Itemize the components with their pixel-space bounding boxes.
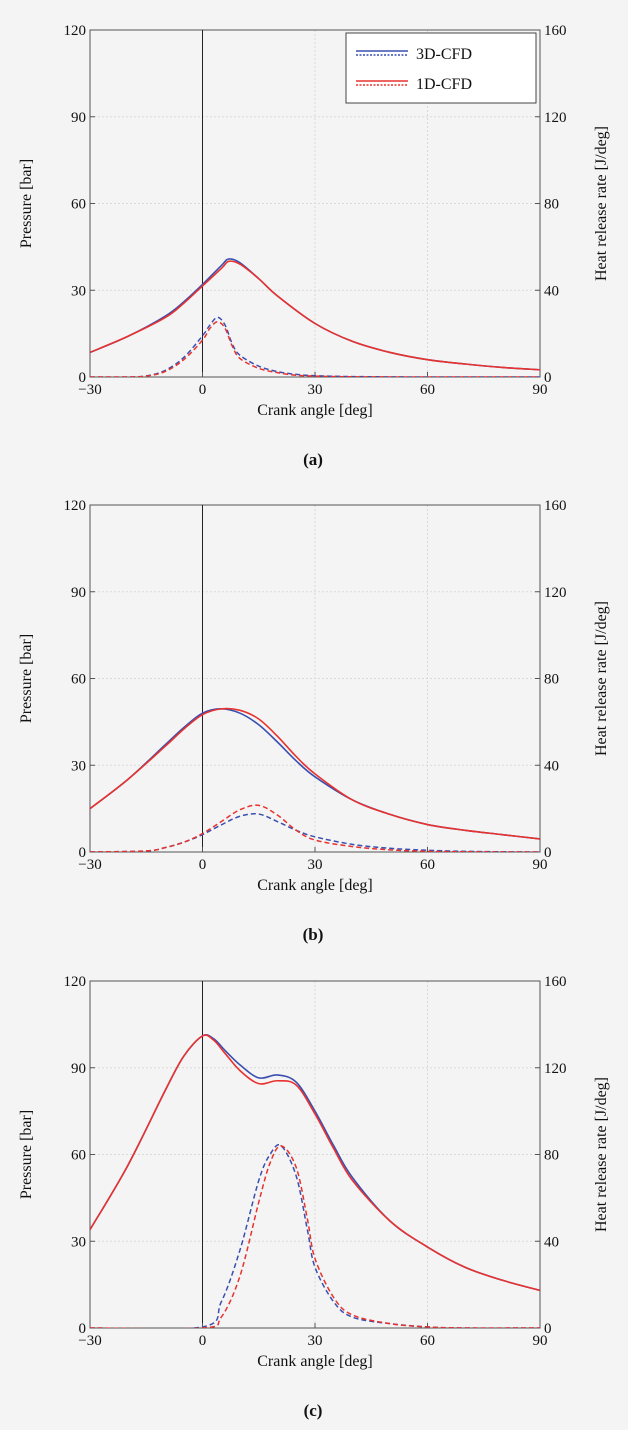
y2-tick-label: 40 [544,1234,559,1250]
y-tick-label: 0 [79,370,87,386]
1d-cfd-pressure-line [90,707,540,840]
y-tick-label: 120 [64,23,87,39]
x-tick-label: 0 [199,1333,207,1349]
x-tick-label: 30 [308,382,323,398]
legend: 3D-CFD 1D-CFD [345,32,537,104]
x-tick-label: 90 [533,382,548,398]
x-tick-label: 30 [308,857,323,873]
x-tick-label: −30 [78,857,101,873]
y2-tick-label: 40 [544,283,559,299]
y-tick-label: 60 [71,197,86,213]
y2-tick-label: 120 [544,1061,567,1077]
y-tick-label: 30 [71,283,86,299]
y-axis-label: Pressure [bar] [18,634,35,723]
y-tick-label: 120 [64,498,87,514]
x-tick-label: 0 [199,857,207,873]
y2-tick-label: 120 [544,110,567,126]
1d-cfd-hrr-line [90,804,540,852]
x-tick-label: 90 [533,857,548,873]
y2-tick-label: 80 [544,197,559,213]
x-axis-label: Crank angle [deg] [257,402,373,419]
x-tick-label: −30 [78,382,101,398]
y-tick-label: 30 [71,758,86,774]
y2-tick-label: 160 [544,23,567,39]
y-tick-label: 0 [79,845,87,861]
y-tick-label: 30 [71,1234,86,1250]
panel-label: (b) [303,925,324,944]
x-tick-label: −30 [78,1333,101,1349]
y2-tick-label: 40 [544,758,559,774]
1d-cfd-hrr-line [90,1145,540,1328]
y-tick-label: 0 [79,1321,87,1337]
y-tick-label: 90 [71,585,86,601]
y-tick-label: 90 [71,110,86,126]
y-tick-label: 60 [71,672,86,688]
panel-label: (a) [303,450,323,469]
legend-entry-label: 3D-CFD [416,46,472,63]
x-tick-label: 60 [420,857,435,873]
y-tick-label: 120 [64,974,87,990]
y2-tick-label: 80 [544,1148,559,1164]
y-axis-label: Pressure [bar] [18,1110,35,1199]
y2-tick-label: 160 [544,498,567,514]
legend-entry-label: 1D-CFD [416,76,472,93]
y-axis-label: Pressure [bar] [18,159,35,248]
x-axis-label: Crank angle [deg] [257,1353,373,1370]
y-tick-label: 60 [71,1148,86,1164]
y2-axis-label: Heat release rate [J/deg] [593,126,610,281]
1d-cfd-hrr-line [90,320,540,377]
legend-box [345,32,537,104]
y2-tick-label: 0 [544,370,552,386]
x-tick-label: 30 [308,1333,323,1349]
y2-axis-label: Heat release rate [J/deg] [593,601,610,756]
y2-tick-label: 160 [544,974,567,990]
y2-tick-label: 80 [544,672,559,688]
y2-tick-label: 0 [544,1321,552,1337]
y2-axis-label: Heat release rate [J/deg] [593,1077,610,1232]
1d-cfd-pressure-line [90,1034,540,1292]
1d-cfd-pressure-line [90,260,540,371]
y-tick-label: 90 [71,1061,86,1077]
x-tick-label: 90 [533,1333,548,1349]
y2-tick-label: 120 [544,585,567,601]
x-tick-label: 60 [420,1333,435,1349]
x-tick-label: 0 [199,382,207,398]
x-tick-label: 60 [420,382,435,398]
3d-cfd-hrr-line [90,316,540,377]
y2-tick-label: 0 [544,845,552,861]
panel-label: (c) [304,1401,323,1420]
x-axis-label: Crank angle [deg] [257,877,373,894]
